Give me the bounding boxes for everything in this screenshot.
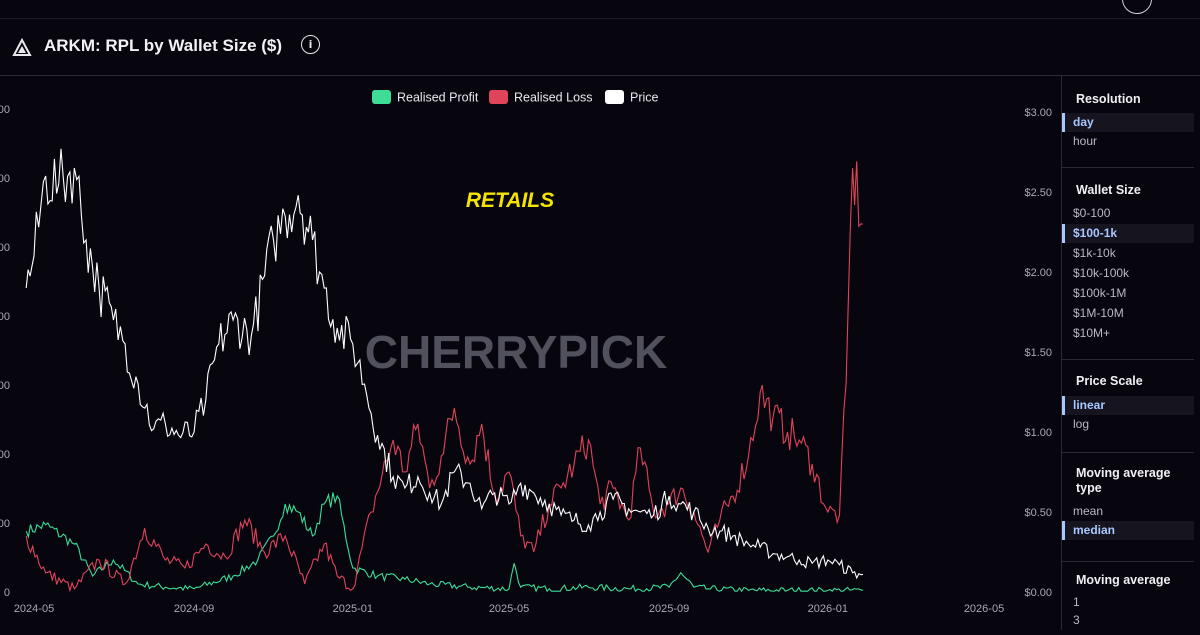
- ma-type-title: Moving average type: [1076, 466, 1171, 495]
- price-scale-option-linear[interactable]: linear: [1062, 396, 1194, 415]
- legend-label: Price: [630, 91, 659, 105]
- x-axis-tick-label: 2024-05: [14, 603, 54, 615]
- watermark-text: CHERRYPICK: [365, 326, 667, 378]
- resolution-title: Resolution: [1076, 92, 1141, 106]
- left-axis-tick-label: 00: [0, 449, 10, 461]
- left-axis-tick-label: 00: [0, 104, 10, 116]
- right-axis-tick-label: $1.00: [1024, 427, 1052, 439]
- wallet-size-option[interactable]: $0-100: [1073, 206, 1111, 220]
- right-axis-tick-label: $1.50: [1024, 347, 1052, 359]
- info-circle-icon[interactable]: i: [301, 35, 320, 54]
- wallet-size-option[interactable]: $1M-10M: [1073, 306, 1124, 320]
- right-axis-tick-label: $0.00: [1024, 587, 1052, 599]
- ma-option[interactable]: 3: [1073, 613, 1080, 627]
- x-axis-tick-label: 2025-09: [649, 603, 689, 615]
- legend-swatch-1: [489, 90, 508, 104]
- top-strip: [0, 0, 1200, 19]
- sidebar-divider: [1062, 359, 1194, 360]
- wallet-size-option[interactable]: $100k-1M: [1073, 286, 1127, 300]
- wallet-size-title: Wallet Size: [1076, 183, 1141, 197]
- x-axis-tick-label: 2026-01: [808, 603, 848, 615]
- price-scale-title: Price Scale: [1076, 374, 1143, 388]
- x-axis-tick-label: 2025-05: [489, 603, 529, 615]
- sidebar-divider: [1062, 561, 1194, 562]
- x-axis-tick-label: 2026-05: [964, 603, 1004, 615]
- sidebar-divider: [1062, 452, 1194, 453]
- right-axis-tick-label: $2.50: [1024, 187, 1052, 199]
- left-axis-tick-label: 00: [0, 380, 10, 392]
- ma-title: Moving average: [1076, 573, 1171, 587]
- ma-option[interactable]: 1: [1073, 595, 1080, 609]
- wallet-size-option[interactable]: $10k-100k: [1073, 266, 1130, 280]
- wallet-size-option[interactable]: $10M+: [1073, 326, 1111, 340]
- legend-label: Realised Profit: [397, 91, 479, 105]
- left-axis-tick-label: 00: [0, 242, 10, 254]
- left-axis-tick-label: 00: [0, 173, 10, 185]
- wallet-size-option[interactable]: $100-1k: [1062, 224, 1194, 243]
- realised-profit-line: [25, 492, 864, 593]
- ma-type-option-mean[interactable]: mean: [1073, 504, 1104, 518]
- retails-annotation: RETAILS: [466, 189, 554, 212]
- price-line: [25, 148, 864, 580]
- realised-loss-line: [25, 161, 864, 593]
- resolution-option-day[interactable]: day: [1062, 113, 1194, 132]
- right-axis-tick-label: $2.00: [1024, 267, 1052, 279]
- page-title: ARKM: RPL by Wallet Size ($): [44, 36, 283, 55]
- legend-swatch-0: [372, 90, 391, 104]
- options-sidebar: Resolution day hour Wallet Size $0-100 $…: [1061, 76, 1200, 630]
- rpl-chart: $0.00$0.50$1.00$1.50$2.00$2.50$3.0000000…: [0, 35, 1052, 615]
- price-scale-option-log[interactable]: log: [1073, 417, 1090, 431]
- sidebar-divider: [1062, 167, 1194, 168]
- left-axis-tick-label: 0: [4, 587, 10, 599]
- right-axis-tick-label: $0.50: [1024, 507, 1052, 519]
- arkham-logo-icon: [12, 38, 32, 56]
- chart-area: $0.00 $0.50 $1.00 $1.50 $2.00 $2.50 $3.00 0 00 00…: [0, 35, 1060, 630]
- resolution-option-hour[interactable]: hour: [1073, 134, 1098, 148]
- legend-swatch-2: [605, 90, 624, 104]
- x-axis-tick-label: 2025-01: [333, 603, 373, 615]
- legend-label: Realised Loss: [514, 91, 593, 105]
- ma-type-option-median[interactable]: median: [1062, 521, 1194, 540]
- profile-circle-icon[interactable]: [1122, 0, 1152, 14]
- left-axis-tick-label: 00: [0, 518, 10, 530]
- chart-header: ARKM: RPL by Wallet Size ($) i: [0, 19, 1200, 76]
- x-axis-tick-label: 2024-09: [174, 603, 214, 615]
- wallet-size-option[interactable]: $1k-10k: [1073, 246, 1116, 260]
- left-axis-tick-label: 00: [0, 311, 10, 323]
- right-axis-tick-label: $3.00: [1024, 107, 1052, 119]
